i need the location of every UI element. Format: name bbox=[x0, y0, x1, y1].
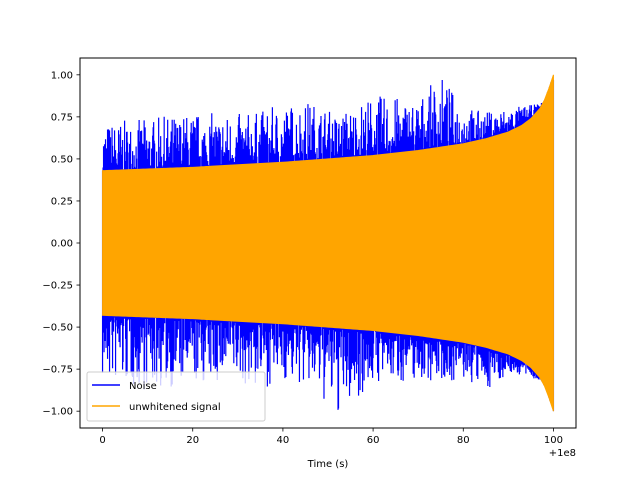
x-axis: 0 20 40 60 80 100 bbox=[99, 428, 563, 446]
x-axis-label: Time (s) bbox=[307, 459, 349, 470]
y-tick-label: −0.25 bbox=[42, 281, 73, 292]
y-tick-label: 1.00 bbox=[51, 70, 73, 81]
x-tick-label: 0 bbox=[99, 435, 105, 446]
x-tick-label: 40 bbox=[277, 435, 290, 446]
x-tick-label: 100 bbox=[544, 435, 563, 446]
unwhitened-signal-series bbox=[102, 74, 554, 412]
y-tick-label: 0.75 bbox=[51, 112, 73, 123]
legend-signal-label: unwhitened signal bbox=[129, 402, 221, 413]
y-tick-label: −0.75 bbox=[42, 365, 73, 376]
plot-area bbox=[79, 57, 577, 429]
y-axis: −1.00 −0.75 −0.50 −0.25 0.00 0.25 0.50 0.75 1.00 bbox=[42, 70, 80, 418]
x-offset-label: +1e8 bbox=[549, 448, 576, 459]
y-tick-label: −0.50 bbox=[42, 323, 73, 334]
x-tick-label: 80 bbox=[457, 435, 470, 446]
y-tick-label: 0.00 bbox=[51, 239, 73, 250]
y-tick-label: 0.25 bbox=[51, 196, 73, 207]
y-tick-label: −1.00 bbox=[42, 407, 73, 418]
legend-noise-label: Noise bbox=[129, 381, 157, 392]
x-tick-label: 20 bbox=[186, 435, 199, 446]
x-tick-label: 60 bbox=[367, 435, 380, 446]
legend-box bbox=[86, 371, 266, 422]
legend: Noise unwhitened signal bbox=[86, 371, 266, 422]
y-tick-label: 0.50 bbox=[51, 154, 73, 165]
